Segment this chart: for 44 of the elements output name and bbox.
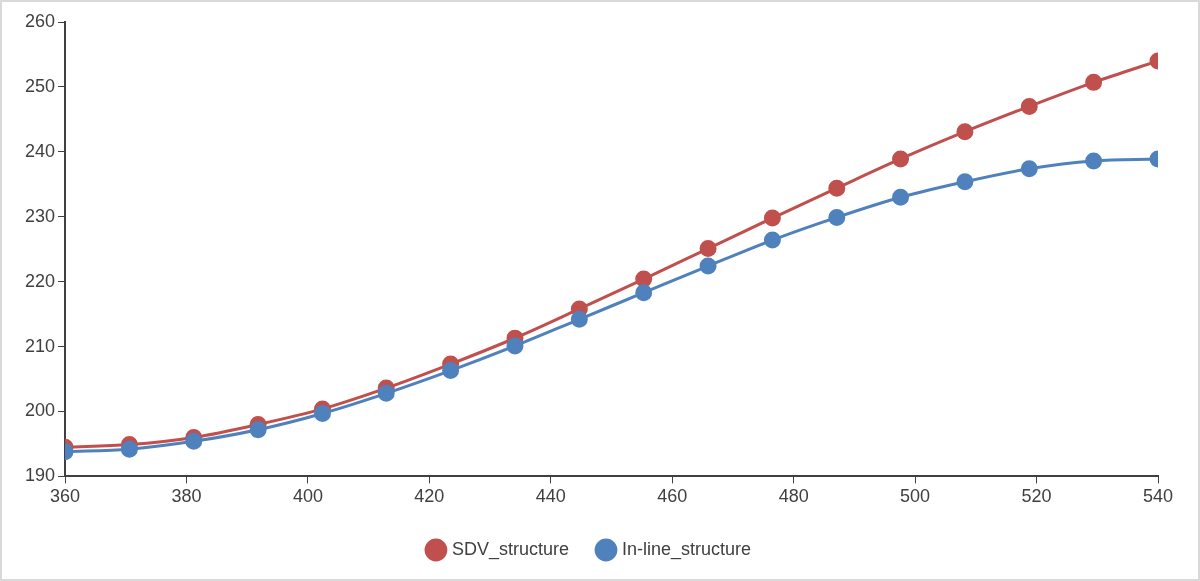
y-tick-label: 240 xyxy=(24,140,56,161)
point xyxy=(828,179,846,197)
y-tick-label: 220 xyxy=(24,270,56,291)
point xyxy=(892,150,910,168)
point xyxy=(763,209,781,227)
point xyxy=(570,310,588,328)
point xyxy=(506,337,524,355)
x-tick-label: 460 xyxy=(657,486,688,507)
point xyxy=(699,257,717,275)
point xyxy=(120,440,138,458)
point xyxy=(377,384,395,402)
point xyxy=(892,188,910,206)
x-tick-label: 440 xyxy=(535,486,566,507)
y-tick-label: 260 xyxy=(24,10,56,31)
point xyxy=(763,231,781,249)
point xyxy=(956,173,974,191)
x-tick-label: 400 xyxy=(292,486,323,507)
legend-label: SDV_structure xyxy=(451,538,569,560)
point xyxy=(1085,152,1103,170)
x-tick-label: 420 xyxy=(414,486,445,507)
point xyxy=(249,421,267,439)
point xyxy=(828,208,846,226)
y-tick-label: 200 xyxy=(24,400,56,421)
y-tick-label: 230 xyxy=(24,205,56,226)
x-tick-label: 480 xyxy=(778,486,809,507)
point xyxy=(442,362,460,380)
point xyxy=(699,240,717,258)
point xyxy=(635,284,653,302)
y-tick-label: 210 xyxy=(24,335,56,356)
point xyxy=(1020,97,1038,115)
legend-label: In-line_structure xyxy=(621,538,752,560)
x-tick-label: 380 xyxy=(171,486,202,507)
point xyxy=(956,123,974,141)
x-tick-label: 360 xyxy=(50,486,81,507)
point xyxy=(635,270,653,288)
x-tick-label: 540 xyxy=(1142,486,1174,507)
point xyxy=(1020,160,1038,178)
point xyxy=(1085,73,1103,91)
x-tick-label: 500 xyxy=(900,486,931,507)
point xyxy=(313,404,331,422)
y-tick-label: 250 xyxy=(24,75,56,96)
y-tick-label: 190 xyxy=(24,465,56,486)
point xyxy=(185,432,203,450)
x-tick-label: 520 xyxy=(1021,486,1052,507)
